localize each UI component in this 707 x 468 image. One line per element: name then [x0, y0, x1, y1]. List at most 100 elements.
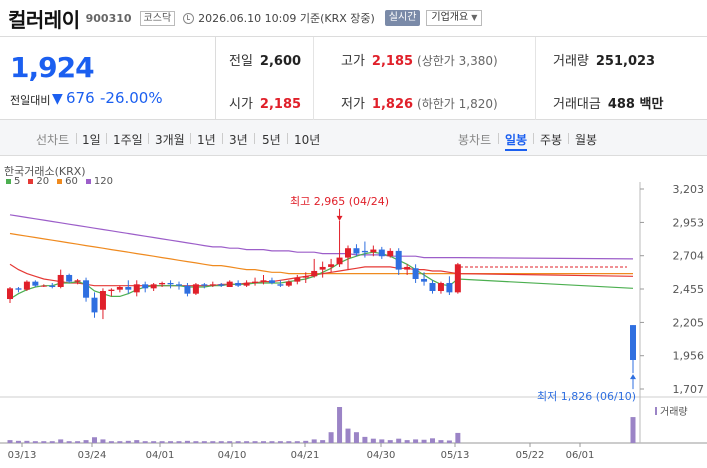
volume-bar [92, 437, 97, 443]
chevron-down-icon: ▼ [471, 13, 478, 22]
candle-body [353, 248, 360, 254]
candle-body [23, 281, 30, 290]
volume-bar [151, 441, 157, 443]
volume-bar [83, 440, 89, 443]
candle-body [57, 274, 64, 287]
candle-body [40, 285, 47, 287]
price-chart-area[interactable]: 한국거래소(KRX) 5 20 60 120 3,203 2,953 2,704 2,… [0, 157, 707, 468]
period-10y[interactable]: 10년 [294, 133, 321, 147]
candle-body [285, 281, 292, 286]
down-triangle-icon: ▼ [52, 91, 63, 107]
candle-body [226, 281, 233, 287]
y-tick-label: 2,704 [673, 250, 705, 263]
candle-body [150, 284, 157, 289]
volume-bar [210, 441, 216, 443]
change-rate: -26.00% [100, 89, 163, 107]
period-3y[interactable]: 3년 [229, 133, 248, 147]
period-1w[interactable]: 1주일 [113, 133, 143, 147]
candle-period-monthly[interactable]: 월봉 [575, 133, 598, 147]
company-name: 컬러레이 [8, 7, 80, 32]
volume-bar [134, 440, 140, 443]
stat-high: 고가 2,185 (상한가 3,380) [341, 54, 498, 69]
ma20-swatch [28, 179, 34, 184]
candle-body [184, 285, 191, 294]
volume-bar [446, 440, 452, 443]
candle-body [201, 284, 208, 286]
volume-bar [311, 439, 317, 443]
period-3m[interactable]: 3개월 [155, 133, 185, 147]
volume-bar [15, 440, 21, 443]
volume-bar [286, 441, 292, 443]
volume-bar [142, 441, 148, 443]
ma60-swatch [57, 179, 63, 184]
volume-bar [430, 438, 435, 443]
clock-icon [183, 12, 195, 24]
candle-body [167, 282, 174, 285]
volume-bar [294, 441, 300, 443]
candle-body [235, 282, 242, 286]
volume-bar [630, 417, 636, 443]
volume-bar [49, 441, 55, 443]
volume-bar [438, 440, 444, 443]
volume-bar [184, 440, 190, 443]
volume-bar [387, 440, 393, 443]
volume-bar [100, 439, 106, 443]
candle-body [370, 249, 377, 253]
volume-bar [227, 441, 233, 443]
candle-body [302, 276, 309, 278]
volume-bar [337, 407, 343, 443]
volume-bar [176, 441, 182, 443]
candle-body [630, 325, 636, 360]
volume-bar [303, 440, 309, 443]
change-label: 전일대비 [10, 94, 51, 107]
volume-bar [32, 441, 38, 443]
current-price: 1,924 [10, 51, 95, 84]
volume-bar [396, 438, 402, 443]
candle-body [142, 284, 149, 289]
candle-body [421, 278, 428, 282]
y-tick-label: 1,956 [673, 350, 705, 363]
candle-body [387, 250, 394, 257]
candle-body [319, 266, 326, 270]
low-annotation: 최저 1,826 (06/10) [537, 390, 636, 403]
change-amount: 676 [66, 89, 95, 107]
candle-body [395, 250, 402, 270]
volume-bar [404, 440, 410, 443]
candle-period-weekly[interactable]: 주봉 [540, 133, 563, 147]
tab-candle-chart[interactable]: 봉차트 [458, 133, 492, 147]
volume-bar [66, 441, 72, 443]
period-5y[interactable]: 5년 [262, 133, 281, 147]
period-1y[interactable]: 1년 [197, 133, 216, 147]
candle-body [404, 266, 411, 270]
x-tick-label: 06/01 [566, 450, 595, 461]
x-tick-label: 04/30 [367, 450, 396, 461]
volume-bar [41, 441, 47, 443]
volume-bar [193, 441, 199, 443]
ma5-swatch [6, 179, 11, 184]
volume-bar [277, 441, 283, 443]
x-tick-label: 03/13 [8, 450, 37, 461]
company-info-dropdown[interactable]: 기업개요 ▼ [426, 10, 483, 26]
volume-bar [353, 432, 359, 443]
volume-bar [24, 440, 30, 443]
candle-body [294, 277, 301, 282]
tab-line-chart[interactable]: 선차트 [36, 133, 70, 147]
period-1d[interactable]: 1일 [82, 133, 101, 147]
candle-period-daily[interactable]: 일봉 [505, 131, 528, 151]
candle-body [108, 289, 115, 292]
timestamp: 2026.06.10 10:09 기준(KRX 장중) [198, 12, 375, 25]
candle-body [218, 284, 225, 286]
y-tick-label: 1,707 [673, 383, 705, 396]
volume-bar [261, 441, 266, 443]
volume-bar [218, 441, 224, 443]
realtime-button[interactable]: 실시간 [384, 10, 421, 26]
volume-bar [58, 439, 64, 443]
volume-bar [379, 439, 385, 443]
stock-header: 컬러레이 900310 코스닥 2026.06.10 10:09 기준(KRX … [0, 0, 707, 36]
current-price-block: 1,924 전일대비 ▼ 676 -26.00% [0, 37, 216, 121]
chart-toolbar: 선차트 1일 1주일 3개월 1년 3년 5년 10년 봉차트 일봉 주봉 월봉 [0, 120, 707, 156]
y-tick-label: 2,205 [673, 316, 705, 329]
high-arrow-head [336, 215, 343, 221]
candle-body [260, 280, 267, 282]
candle-body [116, 286, 123, 290]
